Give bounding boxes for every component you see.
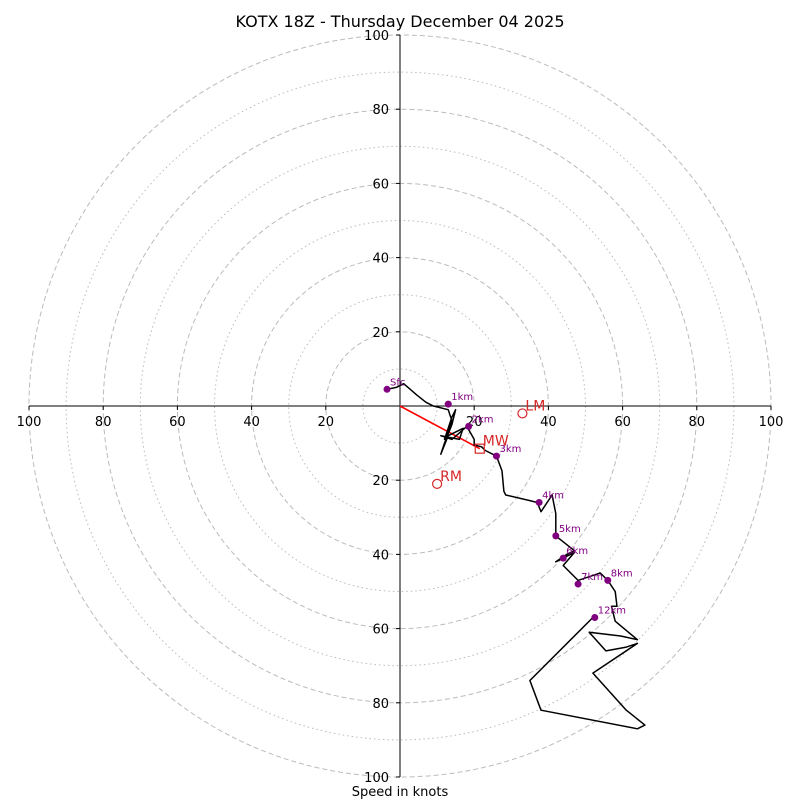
height-marker-1km <box>444 400 452 408</box>
x-tick-label: 100 <box>759 415 784 430</box>
height-label-3km: 3km <box>499 444 521 455</box>
height-label-12km: 12km <box>598 605 626 616</box>
y-tick-label: 60 <box>372 177 389 192</box>
y-tick-label: 20 <box>372 474 389 489</box>
height-marker-4km <box>535 498 543 506</box>
height-label-7km: 7km <box>581 572 603 583</box>
y-tick-label: 20 <box>372 326 389 341</box>
height-markers-layer: Sfc 1km 2km 3km 4km 5km 6km 7km 8km 12km <box>383 377 633 621</box>
height-label-5km: 5km <box>559 524 581 535</box>
shear-vector <box>399 405 481 450</box>
height-label-8km: 8km <box>611 568 633 579</box>
y-tick-label: 40 <box>372 252 389 267</box>
height-marker-12km <box>591 613 599 621</box>
height-marker-3km <box>492 452 500 460</box>
height-marker-7km <box>574 580 582 588</box>
x-tick-label: 40 <box>540 415 557 430</box>
height-marker-2km <box>465 422 473 430</box>
x-tick-label: 60 <box>169 415 186 430</box>
height-label-2km: 2km <box>472 414 494 425</box>
height-label-1km: 1km <box>451 392 473 403</box>
x-tick-label: 40 <box>243 415 260 430</box>
storm-motion-layer: LM MW RM <box>432 398 545 490</box>
y-tick-label: 80 <box>372 697 389 712</box>
storm-marker-MW <box>474 443 485 454</box>
height-label-Sfc: Sfc <box>390 377 405 388</box>
storm-label-RM: RM <box>440 469 462 485</box>
y-tick-label: 40 <box>372 548 389 563</box>
height-label-6km: 6km <box>566 546 588 557</box>
x-tick-label: 80 <box>689 415 706 430</box>
storm-marker-RM <box>432 478 443 490</box>
height-label-4km: 4km <box>542 490 564 501</box>
hodograph-trace-layer <box>386 382 646 730</box>
x-tick-label: 60 <box>614 415 631 430</box>
height-marker-Sfc <box>383 385 391 393</box>
y-tick-label: 100 <box>364 771 389 786</box>
y-tick-label: 60 <box>372 623 389 638</box>
storm-label-MW: MW <box>483 434 509 450</box>
height-marker-8km <box>604 576 612 584</box>
x-tick-label: 20 <box>318 415 335 430</box>
chart-title: KOTX 18Z - Thursday December 04 2025 <box>236 12 565 31</box>
x-axis-label: Speed in knots <box>352 785 449 800</box>
tick-labels: 100 80 60 40 20 20 40 60 80 100100806040202040608… <box>17 29 784 786</box>
storm-marker-LM <box>517 408 528 419</box>
y-tick-label: 100 <box>364 29 389 44</box>
shear-vector-layer <box>399 405 481 450</box>
x-tick-label: 100 <box>17 415 42 430</box>
y-tick-label: 80 <box>372 103 389 118</box>
height-marker-6km <box>559 554 567 562</box>
storm-label-LM: LM <box>525 398 545 414</box>
height-marker-5km <box>552 532 560 540</box>
hodograph-trace <box>386 382 646 730</box>
x-tick-label: 80 <box>95 415 112 430</box>
